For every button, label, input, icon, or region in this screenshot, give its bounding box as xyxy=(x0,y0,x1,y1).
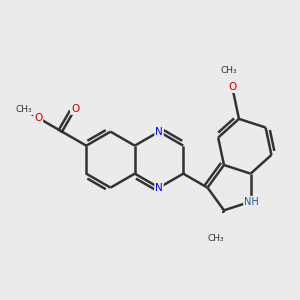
Text: CH₃: CH₃ xyxy=(16,105,32,114)
Text: NH: NH xyxy=(244,197,259,207)
Text: N: N xyxy=(155,127,163,137)
Text: O: O xyxy=(34,113,42,123)
Text: CH₃: CH₃ xyxy=(207,234,224,243)
Text: N: N xyxy=(155,183,163,193)
Text: CH₃: CH₃ xyxy=(220,66,237,75)
Text: O: O xyxy=(71,104,79,114)
Text: O: O xyxy=(228,82,236,92)
